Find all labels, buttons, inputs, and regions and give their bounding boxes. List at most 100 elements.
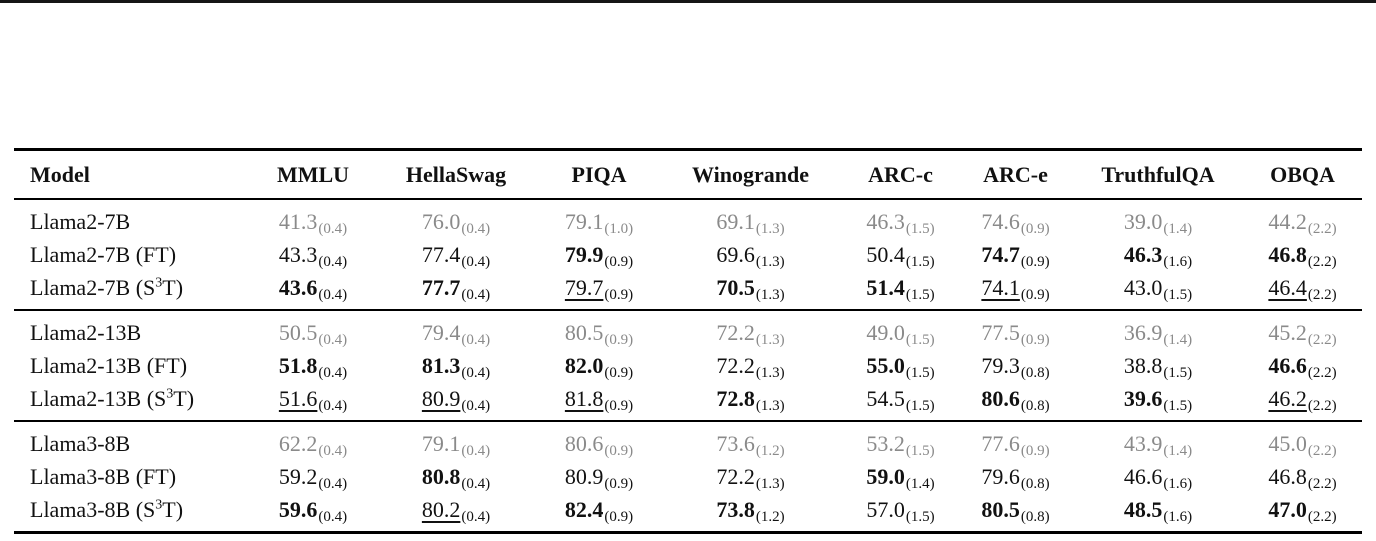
table-row-llama3-8b: Llama3-8B 62.2(0.4) 79.1(0.4) 80.6(0.9) 73.6…: [14, 420, 1362, 460]
model-name-llama2-7b-ft: Llama2-7B (FT): [30, 241, 177, 267]
table-row-llama2-7b: Llama2-7B 41.3(0.4) 76.0(0.4) 79.1(1.0) 69.1…: [14, 199, 1362, 238]
score-value: 69.6: [716, 241, 755, 267]
score-value: 39.6: [1123, 385, 1163, 411]
score-cell-llama2-7b-s3t-obqa: 46.4(2.2): [1243, 271, 1362, 310]
score-cell-llama3-8b-s3t-truthfulqa: 48.5(1.6): [1073, 493, 1243, 533]
score-stderr: (0.9): [604, 442, 634, 459]
score-stderr: (0.8): [1020, 397, 1050, 414]
score-value: 47.0: [1268, 496, 1307, 522]
score-stderr: (2.2): [1307, 220, 1337, 237]
score-value: 77.5: [981, 319, 1020, 345]
score-value: 43.3: [278, 241, 318, 267]
score-stderr: (1.5): [905, 286, 935, 303]
model-name-llama2-13b-ft: Llama2-13B (FT): [30, 352, 188, 378]
score-stderr: (1.5): [905, 364, 935, 381]
score-value: 39.0: [1123, 208, 1163, 234]
score-cell-llama2-7b-truthfulqa: 39.0(1.4): [1073, 199, 1243, 238]
score-cell-llama2-7b-s3t-arc-e: 74.1(0.9): [958, 271, 1073, 310]
score-cell-llama2-7b-winogrande: 69.1(1.3): [658, 199, 843, 238]
superscript-3: 3: [155, 275, 163, 291]
score-value: 36.9: [1123, 319, 1163, 345]
score-cell-llama2-13b-obqa: 45.2(2.2): [1243, 309, 1362, 349]
score-cell-llama2-7b-s3t-mmlu: 43.6(0.4): [254, 271, 372, 310]
score-cell-llama3-8b-ft-truthfulqa: 46.6(1.6): [1073, 460, 1243, 493]
score-stderr: (0.9): [1020, 220, 1050, 237]
score-value: 82.0: [564, 352, 604, 378]
score-cell-llama3-8b-s3t-mmlu: 59.6(0.4): [254, 493, 372, 533]
score-value: 74.7: [981, 241, 1020, 267]
score-cell-llama3-8b-truthfulqa: 43.9(1.4): [1073, 420, 1243, 460]
score-value: 79.4: [421, 319, 461, 345]
score-value: 79.1: [564, 208, 604, 234]
score-cell-llama2-7b-arc-c: 46.3(1.5): [843, 199, 958, 238]
score-value: 43.9: [1123, 430, 1163, 456]
score-stderr: (1.2): [755, 508, 785, 525]
score-cell-llama2-7b-ft-piqa: 79.9(0.9): [540, 238, 658, 271]
score-value: 69.1: [716, 208, 755, 234]
table-header-row: Model MMLU HellaSwag PIQA Winogrande ARC-c ARC…: [14, 149, 1362, 200]
score-value: 72.8: [716, 385, 755, 411]
score-cell-llama2-7b-ft-hellaswag: 77.4(0.4): [372, 238, 540, 271]
score-value: 72.2: [716, 463, 755, 489]
score-cell-llama2-13b-ft-winogrande: 72.2(1.3): [658, 349, 843, 382]
score-cell-llama3-8b-ft-obqa: 46.8(2.2): [1243, 460, 1362, 493]
score-stderr: (0.4): [318, 364, 348, 381]
score-cell-llama2-13b-winogrande: 72.2(1.3): [658, 309, 843, 349]
score-stderr: (1.3): [755, 364, 785, 381]
score-stderr: (0.9): [604, 508, 634, 525]
score-value: 80.2: [421, 496, 461, 522]
score-cell-llama2-13b-mmlu: 50.5(0.4): [254, 309, 372, 349]
score-value: 80.6: [981, 385, 1020, 411]
score-value: 70.5: [716, 274, 755, 300]
score-cell-llama2-7b-ft-winogrande: 69.6(1.3): [658, 238, 843, 271]
score-value: 44.2: [1268, 208, 1307, 234]
score-stderr: (1.6): [1163, 253, 1193, 270]
score-value: 46.8: [1268, 241, 1307, 267]
superscript-3: 3: [166, 386, 174, 402]
score-stderr: (2.2): [1307, 331, 1337, 348]
score-stderr: (0.8): [1020, 508, 1050, 525]
score-stderr: (0.9): [1020, 286, 1050, 303]
score-cell-llama2-13b-s3t-mmlu: 51.6(0.4): [254, 382, 372, 421]
score-value: 54.5: [866, 385, 905, 411]
score-cell-llama3-8b-ft-piqa: 80.9(0.9): [540, 460, 658, 493]
score-stderr: (0.4): [461, 331, 491, 348]
score-cell-llama2-13b-s3t-arc-c: 54.5(1.5): [843, 382, 958, 421]
score-value: 74.6: [981, 208, 1020, 234]
score-cell-llama2-7b-arc-e: 74.6(0.9): [958, 199, 1073, 238]
score-cell-llama2-7b-s3t-truthfulqa: 43.0(1.5): [1073, 271, 1243, 310]
score-stderr: (0.4): [318, 286, 348, 303]
table-row-llama3-8b-ft: Llama3-8B (FT) 59.2(0.4) 80.8(0.4) 80.9(0.9…: [14, 460, 1362, 493]
page-top-border: [0, 0, 1376, 3]
score-value: 43.0: [1123, 274, 1163, 300]
score-value: 81.8: [564, 385, 604, 411]
score-cell-llama2-7b-s3t-piqa: 79.7(0.9): [540, 271, 658, 310]
score-value: 45.0: [1268, 430, 1307, 456]
score-cell-llama2-13b-ft-piqa: 82.0(0.9): [540, 349, 658, 382]
model-name-llama3-8b: Llama3-8B: [14, 420, 254, 460]
score-cell-llama3-8b-ft-hellaswag: 80.8(0.4): [372, 460, 540, 493]
score-value: 62.2: [278, 430, 318, 456]
score-value: 46.3: [1123, 241, 1163, 267]
score-value: 59.2: [278, 463, 318, 489]
score-stderr: (0.4): [461, 397, 491, 414]
score-cell-llama2-13b-s3t-hellaswag: 80.9(0.4): [372, 382, 540, 421]
score-cell-llama2-13b-s3t-piqa: 81.8(0.9): [540, 382, 658, 421]
score-cell-llama2-13b-hellaswag: 79.4(0.4): [372, 309, 540, 349]
score-cell-llama3-8b-arc-e: 77.6(0.9): [958, 420, 1073, 460]
score-stderr: (1.4): [1163, 331, 1193, 348]
score-stderr: (1.3): [755, 331, 785, 348]
score-value: 79.6: [981, 463, 1020, 489]
score-stderr: (1.5): [905, 397, 935, 414]
score-value: 49.0: [866, 319, 905, 345]
score-stderr: (1.3): [755, 253, 785, 270]
score-cell-llama2-13b-truthfulqa: 36.9(1.4): [1073, 309, 1243, 349]
score-cell-llama3-8b-piqa: 80.6(0.9): [540, 420, 658, 460]
score-value: 51.6: [278, 385, 318, 411]
score-cell-llama2-13b-ft-arc-e: 79.3(0.8): [958, 349, 1073, 382]
score-stderr: (0.4): [461, 220, 491, 237]
score-cell-llama2-7b-hellaswag: 76.0(0.4): [372, 199, 540, 238]
column-header-piqa: PIQA: [540, 149, 658, 200]
score-cell-llama2-13b-s3t-arc-e: 80.6(0.8): [958, 382, 1073, 421]
score-stderr: (0.4): [461, 286, 491, 303]
